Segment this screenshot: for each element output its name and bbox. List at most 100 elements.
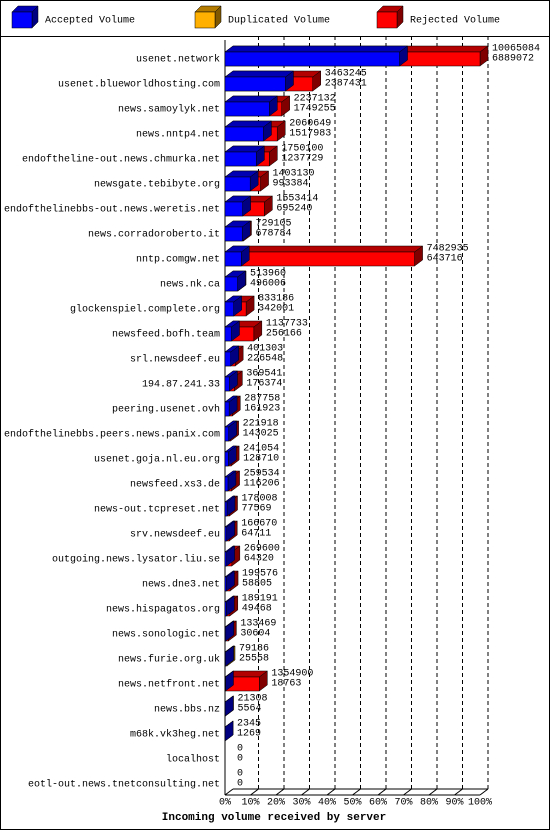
value-label: 259534 bbox=[244, 469, 280, 480]
value-label: 2387431 bbox=[325, 79, 367, 90]
y-tick-label: glockenspiel.complete.org bbox=[70, 304, 220, 316]
x-axis-title: Incoming volume received by server bbox=[162, 812, 386, 824]
y-tick-label: srv.newsdeef.eu bbox=[130, 529, 220, 541]
value-label: 49468 bbox=[242, 604, 272, 615]
y-tick-label: newsfeed.xs3.de bbox=[130, 479, 220, 491]
accepted-bar bbox=[224, 251, 242, 267]
value-label: 643716 bbox=[427, 254, 463, 265]
y-tick-label: news-out.tcpreset.net bbox=[94, 505, 220, 516]
value-label: 1269 bbox=[237, 729, 261, 740]
value-label: 0 bbox=[237, 754, 243, 765]
accepted-bar-top bbox=[224, 95, 279, 103]
value-label: 143025 bbox=[243, 429, 279, 440]
y-tick-label: localhost bbox=[166, 754, 220, 766]
legend-label: Accepted Volume bbox=[45, 15, 135, 27]
total-bar bbox=[224, 251, 415, 267]
y-tick-label: endofthelinebbs-out.news.weretis.net bbox=[4, 204, 220, 216]
value-label: 5564 bbox=[238, 704, 262, 715]
accepted-bar bbox=[224, 176, 251, 192]
legend-swatch bbox=[11, 11, 33, 29]
value-label: 0 bbox=[237, 769, 243, 780]
x-tick-label: 20% bbox=[267, 798, 285, 809]
value-label: 226548 bbox=[247, 354, 283, 365]
value-label: 25558 bbox=[239, 654, 269, 665]
accepted-bar bbox=[224, 551, 227, 567]
y-tick-label: news.netfront.net bbox=[118, 679, 220, 691]
accepted-bar bbox=[224, 526, 227, 542]
x-tick-label: 50% bbox=[343, 798, 361, 809]
value-label: 10065084 bbox=[492, 44, 540, 55]
accepted-bar bbox=[224, 201, 243, 217]
value-label: 64711 bbox=[241, 529, 271, 540]
value-label: 79186 bbox=[239, 644, 269, 655]
x-tick-label: 0% bbox=[219, 798, 231, 809]
value-label: 2345 bbox=[237, 719, 261, 730]
value-label: 178008 bbox=[242, 494, 278, 505]
x-tick bbox=[326, 788, 336, 796]
value-label: 58805 bbox=[242, 579, 272, 590]
accepted-bar bbox=[224, 426, 229, 442]
value-label: 221918 bbox=[243, 419, 279, 430]
accepted-bar bbox=[224, 576, 227, 592]
y-tick-label: endofthelinebbs.peers.news.panix.com bbox=[4, 429, 220, 441]
y-tick-label: usenet.network bbox=[136, 54, 220, 66]
value-label: 269600 bbox=[244, 544, 280, 555]
x-tick bbox=[454, 788, 463, 796]
value-label: 161923 bbox=[244, 404, 280, 415]
legend-label: Duplicated Volume bbox=[228, 15, 330, 27]
value-label: 2060649 bbox=[289, 119, 331, 130]
value-label: 189191 bbox=[242, 594, 278, 605]
x-tick-label: 100% bbox=[468, 798, 492, 809]
y-tick-label: newsfeed.bofh.team bbox=[112, 329, 220, 341]
accepted-bar bbox=[224, 501, 228, 517]
accepted-bar bbox=[224, 76, 286, 92]
x-tick bbox=[301, 788, 310, 796]
value-label: 199576 bbox=[242, 569, 278, 580]
value-label: 3463245 bbox=[325, 69, 367, 80]
value-label: 2237132 bbox=[294, 94, 336, 105]
y-tick-label: peering.usenet.ovh bbox=[112, 404, 220, 416]
value-label: 116206 bbox=[244, 479, 280, 490]
y-tick-label: nntp.comgw.net bbox=[136, 255, 220, 266]
y-tick-label: usenet.blueworldhosting.com bbox=[58, 79, 220, 91]
value-label: 133469 bbox=[240, 619, 276, 630]
x-tick bbox=[403, 788, 412, 796]
x-tick-label: 70% bbox=[394, 798, 412, 809]
legend-label: Rejected Volume bbox=[410, 15, 500, 27]
value-label: 21308 bbox=[238, 694, 268, 705]
x-tick bbox=[352, 788, 361, 796]
x-tick-label: 90% bbox=[445, 798, 463, 809]
y-tick-label: news.bbs.nz bbox=[154, 704, 220, 716]
value-label: 241054 bbox=[243, 444, 279, 455]
value-label: 18763 bbox=[271, 679, 301, 690]
accepted-bar bbox=[224, 626, 227, 642]
y-tick-label: m68k.vk3heg.net bbox=[130, 729, 220, 741]
value-label: 30604 bbox=[240, 629, 270, 640]
value-label: 1403130 bbox=[273, 169, 315, 180]
value-label: 256166 bbox=[266, 329, 302, 340]
value-label: 7482935 bbox=[427, 244, 469, 255]
x-tick bbox=[275, 788, 285, 796]
value-label: 0 bbox=[237, 744, 243, 755]
accepted-bar-top bbox=[224, 45, 409, 53]
value-label: 6889072 bbox=[492, 54, 534, 65]
accepted-bar bbox=[224, 651, 226, 667]
x-tick-label: 60% bbox=[369, 798, 387, 809]
accepted-bar bbox=[224, 451, 229, 467]
accepted-bar bbox=[224, 126, 264, 142]
accepted-bar bbox=[224, 301, 234, 317]
value-label: 833186 bbox=[258, 294, 294, 305]
y-tick-label: news.corradoroberto.it bbox=[88, 229, 220, 241]
legend-swatch bbox=[194, 11, 216, 29]
value-label: 695240 bbox=[276, 204, 312, 215]
value-label: 287758 bbox=[244, 394, 280, 405]
y-tick-label: news.dne3.net bbox=[142, 579, 220, 591]
value-label: 176374 bbox=[246, 379, 282, 390]
value-label: 342001 bbox=[258, 304, 294, 315]
accepted-bar bbox=[224, 326, 232, 342]
value-label: 64320 bbox=[244, 554, 274, 565]
value-label: 513960 bbox=[250, 269, 286, 280]
value-label: 1517983 bbox=[289, 129, 331, 140]
accepted-bar bbox=[224, 376, 230, 392]
y-tick-label: news.sonologic.net bbox=[112, 629, 220, 641]
